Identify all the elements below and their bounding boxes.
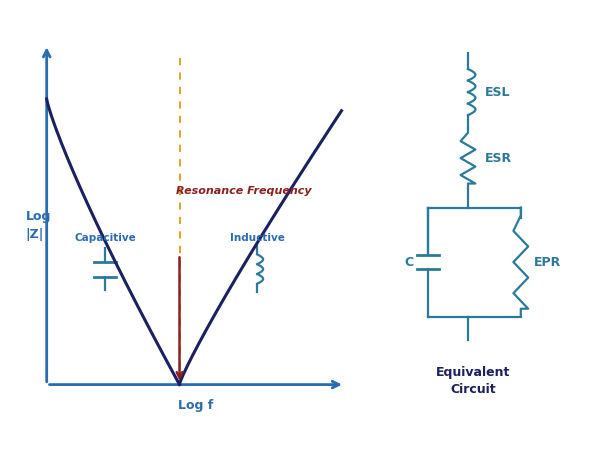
Text: ESR: ESR	[485, 152, 512, 165]
Text: C: C	[405, 256, 414, 269]
Text: Capacitive: Capacitive	[74, 233, 136, 243]
Text: Log
|Z|: Log |Z|	[26, 210, 51, 240]
Text: Inductive: Inductive	[230, 233, 285, 243]
Text: Log f: Log f	[178, 399, 214, 412]
Text: Equivalent
Circuit: Equivalent Circuit	[436, 366, 511, 396]
Text: EPR: EPR	[534, 256, 561, 269]
Text: Resonance Frequency: Resonance Frequency	[176, 186, 312, 196]
Text: ESL: ESL	[485, 86, 511, 99]
